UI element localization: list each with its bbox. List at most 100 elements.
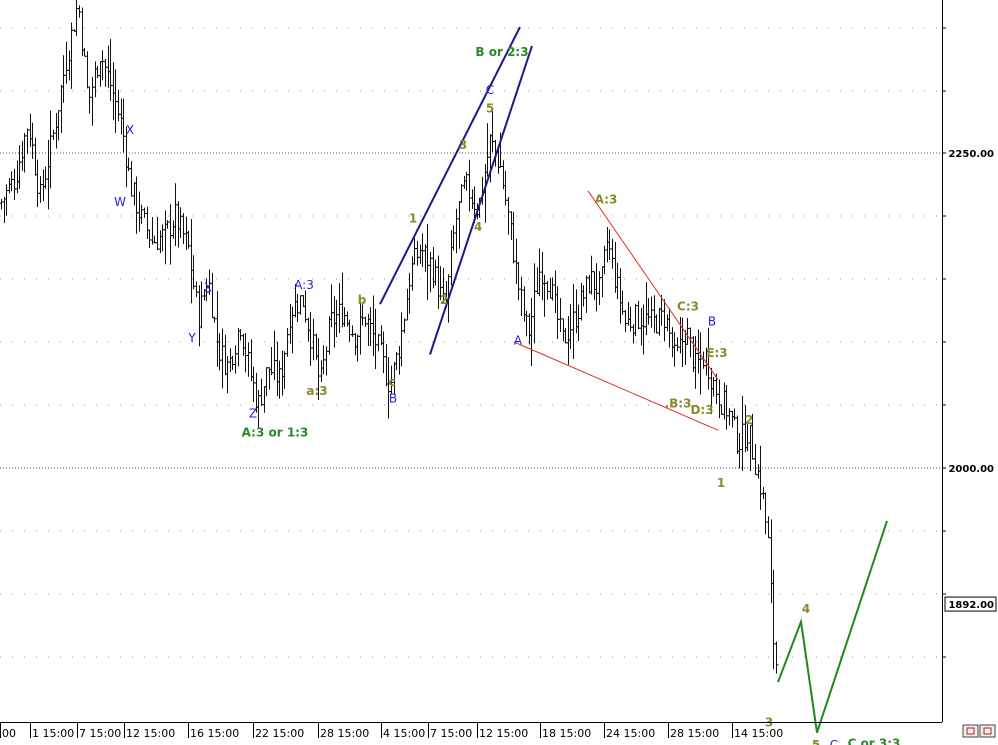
price-bar	[579, 283, 584, 321]
price-bar	[730, 410, 735, 428]
price-bar	[295, 293, 300, 322]
price-bar	[95, 66, 100, 79]
wave-label: W	[114, 195, 126, 209]
price-bar	[737, 432, 742, 469]
price-bar	[184, 216, 189, 250]
price-bar	[303, 290, 308, 323]
price-bar	[67, 50, 72, 81]
price-bar	[615, 262, 620, 300]
wave-label: Z	[249, 407, 257, 421]
price-bar	[553, 270, 558, 314]
price-bar	[665, 314, 670, 332]
price-bar	[727, 408, 732, 426]
price-bar	[337, 283, 342, 333]
price-bar	[163, 210, 168, 265]
price-bar	[428, 251, 433, 293]
price-bar	[129, 160, 134, 197]
price-bar	[563, 327, 568, 344]
price-bar	[558, 298, 563, 332]
price-bar	[379, 325, 384, 346]
price-bar	[334, 299, 339, 338]
price-bar	[145, 206, 150, 239]
price-bar	[108, 38, 113, 101]
price-bar	[132, 182, 137, 206]
price-bar	[646, 298, 651, 325]
x-tick-label: 1 15:00	[32, 727, 74, 740]
price-bar	[698, 332, 703, 395]
price-bar	[605, 227, 610, 263]
price-bar	[766, 516, 771, 539]
price-bar	[732, 408, 737, 421]
wave-label: a:3	[306, 384, 327, 398]
price-bar	[238, 329, 243, 341]
current-price-box	[944, 596, 997, 612]
price-bar	[87, 86, 92, 114]
wave-label: 5	[812, 738, 820, 745]
x-tick-label: 7 15:00	[79, 727, 121, 740]
price-bar	[20, 141, 25, 171]
price-bar	[769, 519, 774, 604]
grid	[0, 27, 942, 658]
price-bar	[69, 22, 74, 89]
price-bar	[301, 295, 306, 308]
price-bar	[381, 331, 386, 374]
price-bar	[394, 351, 399, 371]
price-bar	[566, 316, 571, 365]
price-bar	[160, 224, 165, 252]
price-bar	[12, 168, 17, 200]
wave-label: E:3	[706, 346, 727, 360]
price-bar	[90, 76, 95, 126]
wave-label: 1	[717, 476, 725, 490]
channel-line-3	[513, 341, 719, 431]
price-bar	[722, 382, 727, 420]
price-bar	[28, 113, 33, 147]
price-bar	[571, 283, 576, 360]
wave-label: X	[126, 123, 134, 137]
price-bar	[685, 317, 690, 345]
price-bar	[41, 169, 46, 202]
price-bar	[371, 295, 376, 356]
price-bar	[763, 492, 768, 535]
price-bar	[17, 145, 22, 189]
channel-line-1	[429, 45, 533, 355]
price-bar	[626, 301, 631, 326]
price-bar	[753, 444, 758, 476]
price-bar	[376, 334, 381, 352]
price-bar	[410, 256, 415, 291]
price-bar	[0, 199, 4, 210]
price-bar	[48, 110, 53, 189]
price-bar	[532, 263, 537, 344]
price-bar	[657, 307, 662, 336]
price-bar	[522, 286, 527, 322]
price-bar	[332, 296, 337, 348]
price-bar	[355, 334, 360, 362]
price-bar	[4, 184, 9, 216]
price-bar	[724, 384, 729, 430]
price-bar	[9, 171, 14, 192]
price-bar	[210, 272, 215, 319]
wave-label: 5	[486, 102, 494, 116]
x-tick-label: 16 15:00	[190, 727, 239, 740]
price-bar	[59, 84, 64, 133]
price-bar	[548, 277, 553, 299]
channel-line-2	[587, 190, 719, 381]
price-bar	[545, 280, 550, 300]
price-bar	[654, 314, 659, 334]
price-bar	[467, 159, 472, 212]
current-price-label: 1892.00	[948, 600, 994, 611]
price-bar	[155, 216, 160, 250]
price-bar	[147, 229, 152, 249]
price-bar	[319, 360, 324, 383]
price-bar	[264, 367, 269, 397]
wave-label: X	[204, 281, 212, 295]
price-bar	[262, 386, 267, 413]
price-bar	[771, 569, 776, 670]
price-bar	[363, 316, 368, 327]
x-tick-label: 4 15:00	[383, 727, 425, 740]
price-bar	[277, 360, 282, 399]
price-bar	[137, 191, 142, 232]
price-bar	[529, 297, 534, 366]
price-bar	[449, 230, 454, 286]
price-bar	[652, 295, 657, 333]
price-bar	[501, 160, 506, 190]
